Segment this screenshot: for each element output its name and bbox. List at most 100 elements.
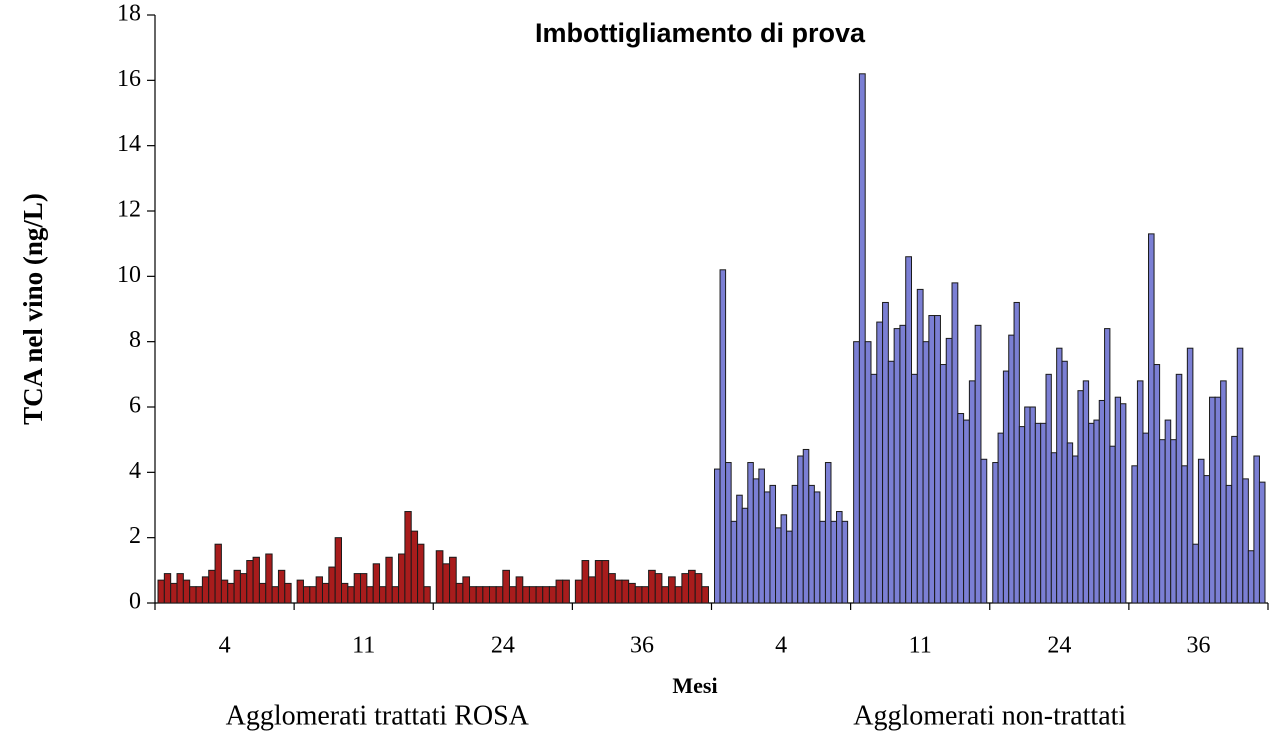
bar (239, 573, 248, 604)
bar (1029, 406, 1036, 604)
bar (939, 364, 947, 604)
bar (1225, 484, 1233, 604)
bar (674, 586, 683, 604)
bar (1186, 347, 1194, 604)
bar (1034, 422, 1042, 604)
bar (1061, 360, 1068, 604)
bar (246, 560, 254, 604)
bar (302, 586, 311, 604)
bar (836, 511, 843, 604)
bar (974, 324, 982, 604)
bar (455, 582, 464, 604)
y-tick-label: 14 (117, 131, 141, 157)
bar (353, 573, 362, 604)
bar (876, 321, 884, 604)
bar (1098, 399, 1106, 604)
bar (1175, 373, 1183, 604)
bar (328, 566, 336, 604)
bar (1148, 233, 1155, 604)
bar (1104, 328, 1111, 604)
bar (1214, 396, 1222, 604)
bar (634, 586, 643, 604)
bar (780, 514, 788, 604)
bar (858, 73, 866, 604)
bar (495, 586, 504, 604)
bar (508, 586, 517, 604)
bar (1220, 380, 1227, 604)
bar (752, 478, 760, 604)
x-tick-label: 4 (775, 633, 787, 659)
bar (1024, 406, 1031, 604)
bar (808, 484, 815, 604)
x-tick-label: 11 (352, 633, 375, 659)
bar (502, 569, 510, 604)
bar (542, 586, 550, 604)
bar (341, 582, 349, 604)
bar (435, 550, 444, 604)
y-tick-label: 2 (129, 523, 141, 549)
bar (1013, 301, 1020, 604)
bar (775, 527, 782, 604)
bar (980, 458, 988, 604)
bar (957, 413, 965, 604)
bar (214, 543, 222, 604)
bar (535, 586, 544, 604)
bar (928, 315, 936, 604)
y-tick-label: 16 (117, 66, 141, 92)
bar (347, 586, 355, 604)
bar (1082, 380, 1090, 604)
bar (1045, 373, 1052, 604)
bar (442, 563, 451, 604)
bar (916, 288, 924, 604)
bar (594, 560, 603, 604)
bar (1136, 380, 1144, 604)
bar (853, 341, 860, 604)
bar (296, 579, 304, 604)
bar (1197, 458, 1205, 604)
bar (170, 582, 178, 604)
bar (1088, 422, 1095, 604)
bar (277, 569, 286, 604)
x-tick-label: 36 (1186, 633, 1210, 659)
bar (1142, 432, 1150, 604)
bar (398, 553, 406, 604)
bar (899, 324, 907, 604)
bar (997, 432, 1004, 604)
bar (681, 573, 690, 604)
bar (614, 579, 623, 604)
bar (694, 573, 703, 604)
y-tick-label: 10 (117, 262, 141, 288)
bar (1077, 390, 1084, 604)
bar (391, 586, 400, 604)
x-tick-label: 24 (491, 633, 515, 659)
y-axis-label: TCA nel vino (ng/L) (18, 193, 48, 425)
bar (1072, 455, 1079, 604)
bar (1164, 419, 1172, 604)
y-tick-label: 18 (117, 1, 141, 27)
bar (701, 586, 709, 604)
bar (1040, 422, 1047, 604)
bar (482, 586, 490, 604)
bar (265, 553, 273, 604)
bar (951, 282, 959, 604)
bar (945, 337, 953, 604)
bar (819, 520, 826, 604)
bar (797, 455, 804, 604)
bar (522, 586, 530, 604)
bar (1170, 439, 1177, 604)
bar (648, 569, 656, 604)
bar (813, 491, 821, 604)
bar (157, 579, 165, 604)
bar (608, 573, 616, 604)
bar (1192, 543, 1199, 604)
bar (1018, 426, 1026, 604)
bar (1253, 455, 1260, 604)
bar (725, 462, 732, 604)
bar (911, 373, 918, 604)
bar (581, 560, 590, 604)
bar (258, 582, 267, 604)
bar (469, 586, 477, 604)
bar (802, 448, 810, 604)
bar (1209, 396, 1216, 604)
bar (189, 586, 197, 604)
